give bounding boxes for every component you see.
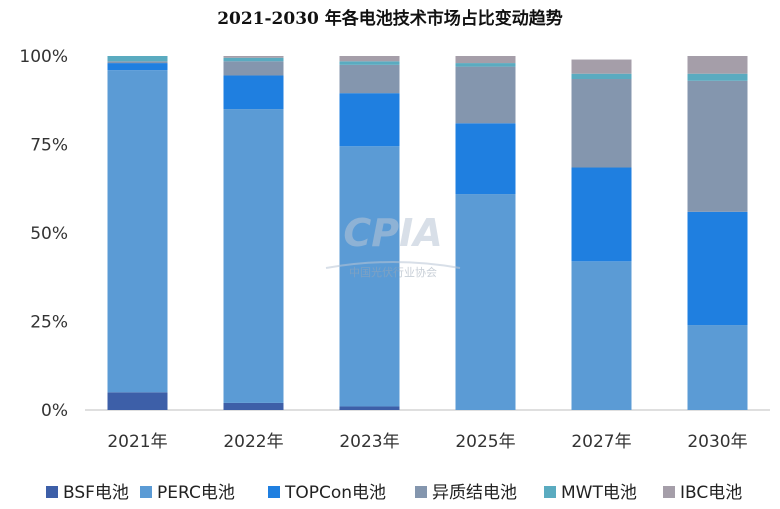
- bar-segment-2-5: [687, 211, 748, 326]
- watermark-org: 中国光伏行业协会: [349, 265, 437, 279]
- bar-segment-4-1: [223, 57, 284, 62]
- bar-segment-2-4: [571, 167, 632, 262]
- bars-layer: [107, 56, 748, 410]
- y-tick-label: 25%: [30, 313, 68, 333]
- x-tick-label: 2025年: [455, 432, 515, 452]
- bar-segment-4-5: [687, 73, 748, 81]
- bar-segment-3-0: [107, 61, 168, 64]
- y-tick-label: 0%: [41, 401, 68, 421]
- y-tick-label: 100%: [19, 47, 68, 67]
- chart-title: 2021-2030 年各电池技术市场占比变动趋势: [217, 9, 563, 29]
- bar-segment-4-2: [339, 61, 400, 65]
- bar-segment-3-3: [455, 66, 516, 124]
- legend-swatch: [544, 486, 556, 498]
- bar-segment-4-0: [107, 56, 168, 62]
- x-tick-label: 2030年: [687, 432, 747, 452]
- bar-segment-2-3: [455, 123, 516, 195]
- legend-swatch: [663, 486, 675, 498]
- ticks-layer: 100% 75% 50% 25% 0% 2021年 2022年 2023年 2025年 2027年…: [19, 47, 747, 452]
- bar-segment-1-0: [107, 70, 168, 393]
- cpia-watermark: CPIA 中国光伏行业协会: [325, 211, 461, 279]
- watermark-swoosh: [325, 261, 461, 269]
- legend-label: BSF电池: [63, 483, 129, 503]
- x-tick-label: 2022年: [223, 432, 283, 452]
- legend: BSF电池 PERC电池 TOPCon电池 异质结电池 MWT电池 IBC电池: [46, 483, 742, 503]
- legend-label: 异质结电池: [432, 483, 517, 503]
- bar-segment-0-1: [223, 402, 284, 410]
- bar-segment-3-5: [687, 80, 748, 212]
- x-tick-label: 2027年: [571, 432, 631, 452]
- x-tick-label: 2023年: [339, 432, 399, 452]
- bar-segment-5-1: [223, 56, 284, 58]
- x-tick-label: 2021年: [107, 432, 167, 452]
- bar-segment-2-0: [107, 63, 168, 71]
- bar-segment-0-0: [107, 392, 168, 410]
- bar-segment-5-3: [455, 56, 516, 64]
- legend-label: MWT电池: [561, 483, 637, 503]
- legend-label: PERC电池: [157, 483, 235, 503]
- bar-segment-4-3: [455, 63, 516, 67]
- bar-segment-2-2: [339, 93, 400, 147]
- legend-label: TOPCon电池: [284, 483, 386, 503]
- y-tick-label: 50%: [30, 224, 68, 244]
- bar-segment-5-5: [687, 56, 748, 74]
- bar-segment-1-5: [687, 325, 748, 410]
- watermark-brand: CPIA: [343, 211, 442, 255]
- legend-swatch: [46, 486, 58, 498]
- legend-item: BSF电池: [46, 483, 129, 503]
- legend-item: PERC电池: [140, 483, 235, 503]
- bar-segment-0-2: [339, 406, 400, 410]
- y-tick-label: 75%: [30, 136, 68, 156]
- legend-label: IBC电池: [680, 483, 742, 503]
- bar-segment-3-2: [339, 64, 400, 94]
- bar-segment-4-4: [571, 73, 632, 80]
- bar-segment-5-2: [339, 56, 400, 62]
- bar-segment-2-1: [223, 75, 284, 110]
- legend-swatch: [140, 486, 152, 498]
- legend-item: 异质结电池: [415, 483, 517, 503]
- legend-item: IBC电池: [663, 483, 742, 503]
- bar-segment-3-1: [223, 61, 284, 76]
- bar-segment-1-3: [455, 194, 516, 410]
- bar-segment-3-4: [571, 79, 632, 168]
- bar-segment-1-1: [223, 109, 284, 403]
- legend-swatch: [268, 486, 280, 498]
- legend-item: TOPCon电池: [268, 483, 386, 503]
- bar-segment-5-4: [571, 59, 632, 74]
- bar-segment-1-4: [571, 261, 632, 410]
- bar-segment-1-2: [339, 146, 400, 407]
- legend-item: MWT电池: [544, 483, 637, 503]
- legend-swatch: [415, 486, 427, 498]
